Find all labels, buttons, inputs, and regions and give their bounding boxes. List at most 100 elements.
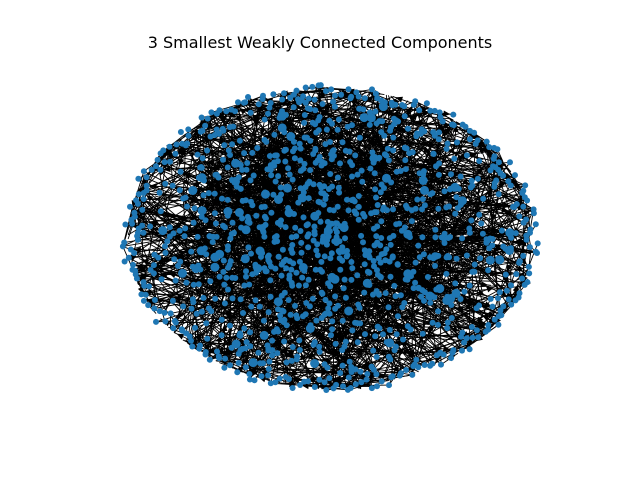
- graph-node: [344, 386, 351, 393]
- graph-node: [204, 335, 211, 342]
- graph-node: [290, 104, 297, 111]
- graph-node: [151, 251, 158, 258]
- graph-node: [398, 227, 405, 234]
- edge-arrowhead: [368, 237, 376, 244]
- edge-arrowhead: [354, 176, 362, 184]
- graph-node: [352, 319, 359, 326]
- graph-node: [328, 151, 335, 158]
- graph-node: [416, 254, 423, 261]
- edge-arrowhead: [351, 276, 359, 284]
- graph-node: [356, 304, 363, 311]
- graph-node: [387, 241, 394, 248]
- edge-arrowhead: [198, 230, 204, 238]
- graph-node: [286, 132, 296, 141]
- graph-node: [404, 276, 411, 283]
- graph-node: [437, 349, 444, 356]
- graph-node: [140, 196, 147, 202]
- graph-node: [384, 145, 391, 152]
- graph-node: [519, 275, 526, 282]
- edge-arrowhead: [437, 248, 446, 255]
- edge-arrowhead: [371, 248, 378, 256]
- edge-arrowhead: [204, 169, 212, 176]
- edge-arrowhead: [247, 188, 254, 197]
- graph-node: [266, 153, 273, 159]
- graph-node: [299, 274, 306, 281]
- graph-edge: [147, 242, 166, 254]
- graph-node: [313, 317, 320, 324]
- graph-node: [255, 349, 262, 356]
- graph-node: [421, 202, 428, 209]
- edge-arrowhead: [196, 242, 205, 249]
- graph-node: [394, 313, 401, 320]
- edge-arrowhead: [173, 296, 182, 302]
- edge-arrowhead: [219, 234, 227, 241]
- graph-node: [315, 198, 322, 205]
- graph-node: [302, 184, 309, 191]
- graph-node: [289, 176, 296, 183]
- edge-arrowhead: [416, 163, 425, 170]
- edge-arrowhead: [390, 185, 396, 193]
- graph-node: [373, 209, 380, 216]
- edge-arrowhead: [352, 331, 359, 340]
- graph-node: [270, 191, 277, 198]
- graph-node: [154, 156, 161, 163]
- graph-node: [362, 278, 372, 288]
- edge-arrowhead: [201, 117, 209, 124]
- graph-node: [291, 155, 298, 162]
- edge-arrowhead: [502, 275, 510, 283]
- edge-arrowhead: [257, 154, 265, 162]
- edge-arrowhead: [226, 183, 234, 191]
- graph-node: [391, 282, 398, 289]
- graph-node: [274, 195, 283, 204]
- edge-arrowhead: [352, 95, 359, 103]
- edge-arrowhead: [178, 150, 186, 157]
- edge-arrowhead: [355, 145, 363, 153]
- edge-arrowhead: [360, 158, 368, 164]
- graph-node: [335, 184, 342, 191]
- graph-node: [490, 155, 497, 162]
- graph-edge: [172, 301, 196, 329]
- edge-arrowhead: [192, 128, 199, 137]
- graph-node: [261, 189, 270, 199]
- graph-node: [433, 163, 439, 170]
- edge-arrowhead: [281, 305, 289, 312]
- edge-arrowhead: [300, 308, 308, 315]
- edge-arrowhead: [286, 153, 294, 161]
- edge-arrowhead: [359, 310, 366, 319]
- graph-node: [180, 195, 187, 202]
- graph-node: [377, 259, 384, 266]
- edge-arrowhead: [378, 164, 386, 171]
- graph-node: [265, 372, 272, 379]
- graph-node: [316, 181, 323, 188]
- edge-arrowhead: [301, 383, 309, 390]
- edge-arrowhead: [182, 178, 190, 186]
- graph-node: [450, 122, 457, 129]
- graph-node: [359, 178, 366, 185]
- graph-node: [265, 366, 272, 372]
- graph-node: [486, 245, 493, 252]
- graph-node: [151, 297, 158, 303]
- graph-node: [370, 347, 377, 354]
- graph-node: [497, 307, 504, 314]
- graph-node: [348, 259, 355, 265]
- edge-arrowhead: [460, 223, 468, 231]
- graph-node: [332, 92, 338, 99]
- graph-node: [486, 144, 493, 151]
- edge-arrowhead: [344, 179, 352, 186]
- graph-edge: [131, 188, 183, 221]
- graph-edge: [439, 284, 506, 290]
- edge-arrowhead: [183, 173, 191, 179]
- graph-node: [340, 383, 346, 390]
- edge-arrowhead: [216, 288, 223, 297]
- edge-arrowhead: [514, 180, 521, 189]
- graph-node: [476, 302, 483, 309]
- edge-arrowhead: [195, 335, 202, 343]
- graph-node: [142, 291, 149, 298]
- edge-arrowhead: [273, 339, 281, 346]
- graph-node: [300, 165, 307, 172]
- edge-arrowhead: [273, 210, 280, 218]
- graph-node: [521, 281, 528, 288]
- graph-node: [234, 208, 244, 217]
- edge-arrowhead: [332, 262, 340, 270]
- graph-node: [361, 95, 368, 102]
